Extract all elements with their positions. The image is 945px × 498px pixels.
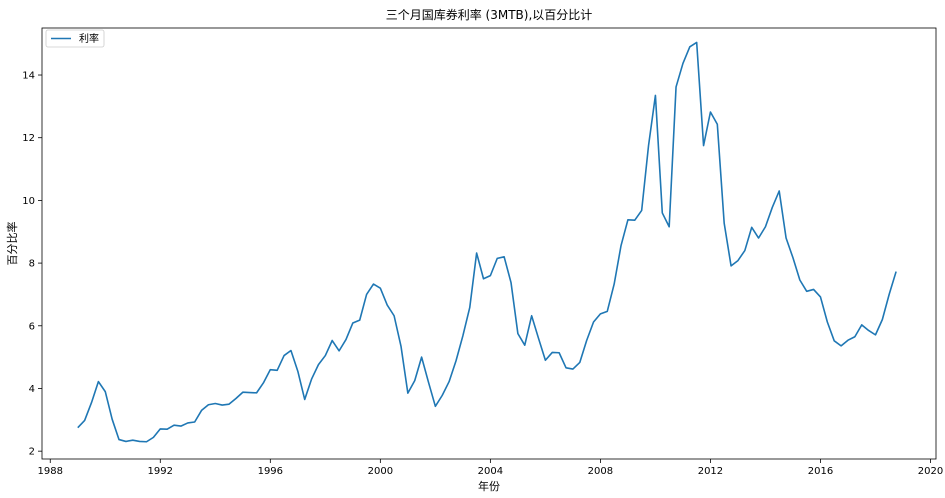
x-tick-label: 2016 [808,466,833,477]
x-tick-label: 2008 [588,466,613,477]
y-tick-label: 4 [29,384,35,395]
y-tick-label: 6 [29,321,35,332]
y-tick-label: 12 [22,133,35,144]
legend: 利率 [45,29,105,48]
y-tick-label: 10 [22,196,35,207]
legend-box [45,29,105,48]
x-tick-label: 2000 [368,466,393,477]
y-tick-label: 14 [22,71,35,82]
series-line-rate [77,41,897,443]
x-tick-label: 1996 [258,466,283,477]
plot-frame [41,27,937,460]
x-tick-label: 1988 [38,466,63,477]
x-tick-label: 1992 [148,466,173,477]
y-tick-label: 8 [29,259,35,270]
x-axis-title: 年份 [478,479,500,493]
x-tick-label: 2004 [478,466,503,477]
x-axis: 1988 1992 1996 2000 2004 2008 2012 2016 2020 [38,459,943,477]
y-axis-title: 百分比率 [5,222,19,266]
y-axis: 2 4 6 8 10 12 14 [22,71,42,458]
chart-title: 三个月国库券利率 (3MTB),以百分比计 [386,7,593,22]
x-tick-label: 2012 [698,466,723,477]
x-tick-label: 2020 [918,466,943,477]
y-tick-label: 2 [29,447,35,458]
legend-label: 利率 [79,32,99,45]
